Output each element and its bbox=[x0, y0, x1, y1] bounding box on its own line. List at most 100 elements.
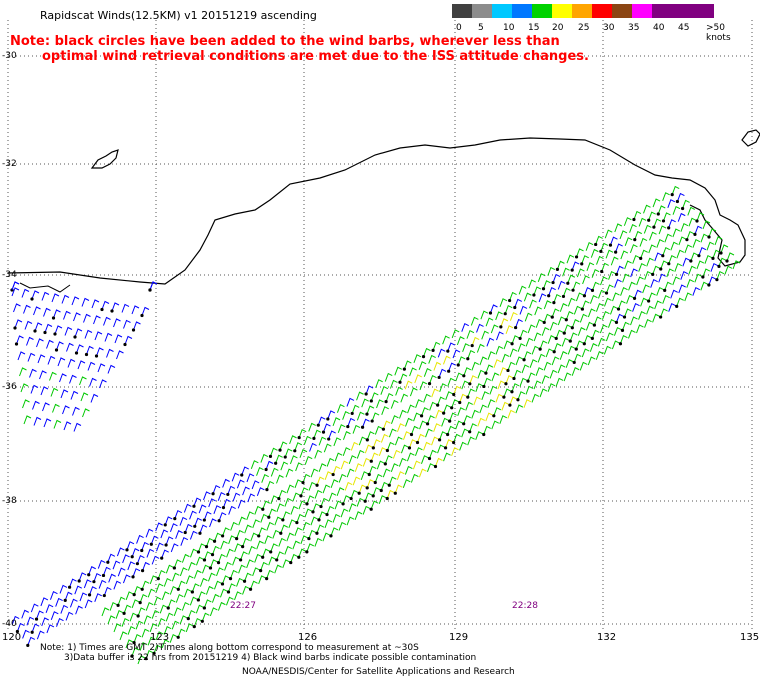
wind-barb bbox=[165, 612, 174, 622]
wind-barb bbox=[259, 561, 268, 573]
wind-barb bbox=[431, 341, 441, 352]
wind-barb bbox=[156, 542, 164, 552]
wind-barb bbox=[605, 332, 614, 342]
wind-barb bbox=[510, 335, 520, 346]
wind-barb bbox=[220, 575, 230, 586]
wind-barb bbox=[451, 329, 460, 339]
wind-barb bbox=[195, 556, 204, 566]
wind-barb bbox=[261, 500, 271, 511]
wind-barb bbox=[289, 553, 298, 565]
wind-barb bbox=[20, 383, 29, 393]
wind-barb bbox=[389, 379, 398, 389]
wind-barb bbox=[26, 636, 36, 648]
wind-barb bbox=[527, 324, 536, 334]
wind-barb bbox=[209, 607, 218, 617]
wind-barb bbox=[688, 217, 697, 227]
wind-barb bbox=[462, 415, 471, 426]
wind-barb bbox=[77, 572, 87, 583]
wind-barb bbox=[501, 401, 510, 411]
wind-barb bbox=[207, 572, 216, 582]
wind-barb bbox=[533, 332, 542, 342]
wind-barb bbox=[461, 428, 469, 438]
wind-barb bbox=[618, 335, 628, 346]
wind-barb bbox=[201, 564, 210, 574]
wind-barb bbox=[587, 308, 596, 318]
wind-barb bbox=[183, 588, 192, 598]
wind-barb bbox=[405, 417, 413, 427]
wind-barb bbox=[409, 367, 417, 377]
wind-barb bbox=[656, 205, 666, 216]
wind-barb bbox=[257, 527, 266, 538]
wind-barb bbox=[499, 298, 508, 307]
wind-barb bbox=[175, 530, 183, 539]
wind-barb bbox=[431, 436, 439, 446]
wind-barb bbox=[52, 403, 60, 413]
wind-barb bbox=[409, 387, 418, 397]
wind-barb bbox=[246, 559, 254, 569]
wind-barb bbox=[574, 340, 584, 351]
wind-barb bbox=[364, 385, 374, 396]
wind-barb bbox=[300, 535, 309, 545]
wind-barb bbox=[121, 617, 130, 627]
wind-barb bbox=[36, 630, 45, 640]
wind-barb bbox=[15, 622, 25, 634]
wind-barb bbox=[486, 337, 495, 347]
wind-barb bbox=[620, 250, 629, 260]
wind-barb bbox=[612, 292, 620, 302]
wind-barb bbox=[34, 610, 44, 621]
wind-barb bbox=[523, 399, 532, 408]
wind-barb bbox=[662, 295, 670, 304]
wind-barb bbox=[99, 379, 107, 389]
wind-barb bbox=[628, 329, 636, 339]
wind-barb bbox=[509, 311, 518, 321]
wind-barb bbox=[43, 418, 52, 428]
wind-barb bbox=[346, 516, 355, 526]
wind-barb bbox=[427, 374, 437, 386]
wind-barb bbox=[270, 467, 279, 477]
wind-barb bbox=[129, 612, 138, 622]
wind-barb bbox=[195, 604, 204, 614]
wind-barb bbox=[371, 487, 381, 498]
wind-barb bbox=[404, 465, 413, 475]
attitude-note-line-2: optimal wind retrieval conditions are me… bbox=[42, 49, 589, 64]
colorbar-swatch bbox=[552, 4, 572, 18]
wind-barb bbox=[579, 313, 588, 323]
wind-barb bbox=[66, 342, 74, 352]
wind-barb bbox=[242, 585, 250, 595]
wind-barb bbox=[32, 400, 40, 410]
wind-barb bbox=[11, 281, 20, 291]
wind-barbs bbox=[10, 185, 741, 665]
wind-barb bbox=[122, 554, 130, 564]
wind-barb bbox=[636, 276, 644, 286]
wind-barb bbox=[700, 233, 709, 243]
colorbar-label: 0 bbox=[456, 23, 462, 33]
wind-barb bbox=[425, 428, 433, 438]
wind-barb bbox=[614, 313, 624, 324]
wind-barb bbox=[541, 327, 550, 336]
wind-barb bbox=[266, 521, 274, 531]
wind-barb bbox=[376, 399, 384, 409]
footnote-line-1: Note: 1) Times are GMT 2)Times along bot… bbox=[40, 643, 419, 653]
wind-barb bbox=[190, 583, 200, 594]
wind-barb bbox=[643, 224, 652, 234]
wind-barb bbox=[81, 297, 90, 307]
wind-barb bbox=[49, 590, 58, 600]
wind-barb bbox=[110, 302, 120, 313]
wind-barb bbox=[123, 319, 131, 329]
wind-barb bbox=[297, 548, 307, 559]
wind-barb bbox=[97, 363, 106, 373]
wind-barb bbox=[462, 367, 472, 378]
wind-barb bbox=[179, 615, 188, 625]
wind-barb bbox=[404, 380, 413, 390]
wind-barb bbox=[409, 425, 419, 437]
wind-barb bbox=[132, 585, 142, 597]
wind-barb bbox=[238, 516, 246, 526]
wind-barb bbox=[684, 292, 692, 302]
wind-barb bbox=[697, 246, 707, 258]
wind-barb bbox=[189, 596, 198, 606]
wind-barb bbox=[30, 290, 40, 301]
wind-barb bbox=[384, 392, 394, 404]
wind-barb bbox=[383, 455, 393, 466]
wind-barb bbox=[334, 452, 343, 462]
wind-barb bbox=[108, 573, 116, 583]
